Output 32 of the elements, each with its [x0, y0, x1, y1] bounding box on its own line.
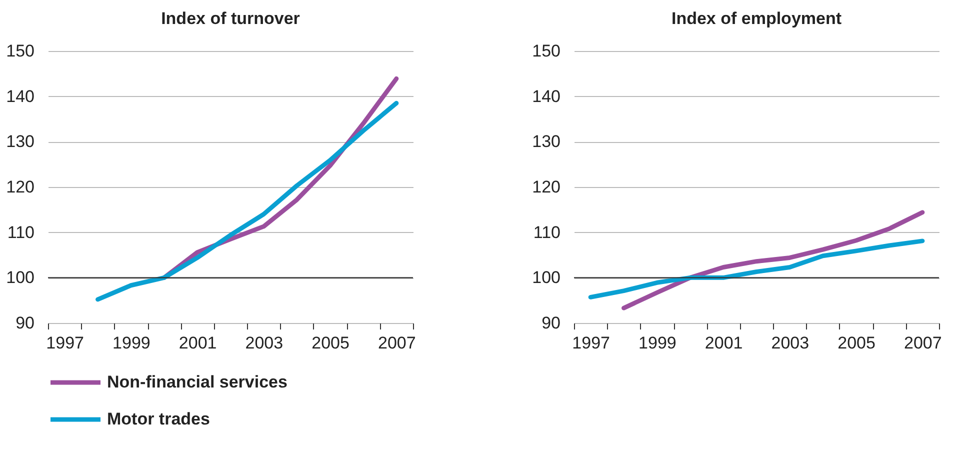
x-tick-label: 2001 [704, 334, 743, 352]
chart-title: Index of turnover [161, 9, 300, 28]
y-tick-label: 110 [533, 222, 560, 242]
y-tick-label: 90 [542, 314, 560, 332]
x-tick-label: 2005 [312, 334, 350, 352]
x-tick-label: 1999 [112, 334, 150, 352]
x-tick-label: 1997 [46, 334, 84, 352]
y-tick-label: 140 [532, 86, 560, 106]
y-tick-label: 130 [532, 132, 560, 152]
line-series [96, 100, 399, 302]
y-tick-label: 100 [532, 268, 560, 288]
y-tick-label: 140 [6, 86, 34, 106]
x-tick-label: 1997 [572, 334, 610, 352]
x-tick-label: 2003 [771, 334, 810, 352]
x-tick-label: 2007 [378, 334, 416, 352]
chart-title: Index of employment [671, 9, 842, 28]
line-series [622, 210, 925, 310]
y-tick-label: 90 [16, 314, 34, 332]
x-tick-label: 2007 [904, 334, 942, 352]
x-tick-label: 2003 [245, 334, 284, 352]
legend-label: Non-financial services [107, 372, 288, 392]
x-tick-label: 2001 [178, 334, 217, 352]
legend-label: Motor trades [107, 410, 210, 428]
y-tick-label: 100 [6, 268, 34, 288]
y-tick-label: 150 [6, 42, 34, 60]
y-tick-label: 130 [6, 132, 34, 152]
x-tick-label: 1999 [638, 334, 676, 352]
y-tick-label: 150 [532, 42, 560, 60]
y-tick-label: 120 [532, 178, 560, 196]
y-tick-label: 120 [6, 178, 34, 196]
y-tick-label: 110 [7, 222, 34, 242]
x-tick-label: 2005 [838, 334, 876, 352]
